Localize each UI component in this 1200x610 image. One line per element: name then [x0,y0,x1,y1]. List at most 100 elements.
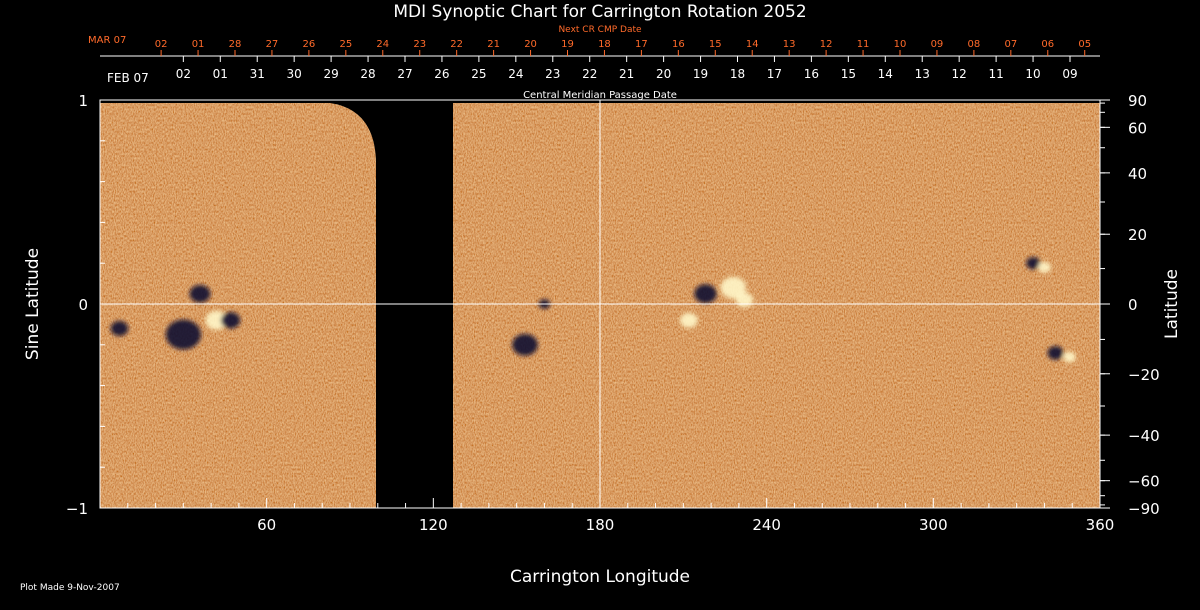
cmp-date-label: 16 [804,67,819,81]
y-right-tick-label: 0 [1128,296,1138,314]
active-region-negative [165,319,201,350]
field-region-left [100,103,376,508]
active-region-negative [694,284,717,304]
cmp-date-label: 15 [841,67,856,81]
cmp-date-label: 27 [397,67,412,81]
plot-made-note: Plot Made 9-Nov-2007 [20,583,120,593]
x-tick-label: 300 [919,516,948,534]
cmp-month-label: FEB 07 [107,71,149,85]
next-cr-date-label: 23 [413,39,426,50]
y-right-tick-label: −60 [1128,473,1160,491]
next-cr-date-label: 05 [1078,39,1091,50]
x-ticks: 60 120 180 240 300 360 [99,498,1115,534]
y-right-tick-label: −20 [1128,366,1160,384]
cmp-date-label: 28 [360,67,375,81]
next-cr-date-label: 12 [820,39,833,50]
chart-title: MDI Synoptic Chart for Carrington Rotati… [393,2,806,22]
next-cr-date-label: 27 [266,39,279,50]
next-cr-date-label: 11 [857,39,870,50]
next-cr-date-label: 14 [746,39,759,50]
y-left-ticks: 1 0 −1 [66,92,110,518]
cmp-date-label: 13 [915,67,930,81]
y-right-tick-label: 40 [1128,165,1147,183]
next-cr-date-label: 07 [1004,39,1017,50]
active-region-negative [220,312,241,329]
active-region-positive [1063,351,1076,363]
x-tick-label: 240 [752,516,781,534]
x-tick-label: 60 [257,516,276,534]
y-right-ticks: 90 60 40 20 0 −20 −40 −60 −90 [1100,92,1160,518]
active-region-negative [1047,346,1064,360]
active-region-negative [110,321,129,336]
next-cr-date-label: 26 [303,39,316,50]
cmp-date-label: 09 [1062,67,1077,81]
cmp-date-label: 29 [323,67,338,81]
cmp-date-label: 10 [1025,67,1040,81]
next-cr-date-label: 28 [229,39,242,50]
cmp-date-label: 12 [952,67,967,81]
next-cr-date-label: 09 [931,39,944,50]
y-axis-label-right: Latitude [1162,269,1182,339]
cmp-date-label: 31 [250,67,265,81]
cmp-axis-label: Central Meridian Passage Date [523,90,677,101]
y-left-tick-label: 1 [78,92,88,110]
next-cr-date-label: 22 [450,39,463,50]
cmp-date-label: 21 [619,67,634,81]
active-region-positive [1038,261,1051,273]
next-cr-date-label: 10 [894,39,907,50]
next-cr-label: Next CR CMP Date [558,25,642,35]
next-cr-date-label: 25 [339,39,352,50]
next-cr-date-label: 19 [561,39,574,50]
next-cr-date-label: 01 [192,39,205,50]
next-cr-month-label: MAR 07 [88,35,126,46]
x-tick-label: 120 [419,516,448,534]
y-axis-label-left: Sine Latitude [23,248,43,360]
next-cr-date-label: 15 [709,39,722,50]
active-regions [110,257,1076,363]
cmp-date-label: 19 [693,67,708,81]
y-left-tick-label: 0 [78,296,88,314]
active-region-positive [680,312,698,328]
cmp-date-label: 24 [508,67,523,81]
next-cr-date-label: 16 [672,39,685,50]
cmp-date-label: 01 [213,67,228,81]
next-cr-date-label: 24 [376,39,389,50]
field-region-right [453,103,1100,508]
active-region-positive [735,292,754,308]
next-cr-date-label: 06 [1041,39,1054,50]
next-cr-date-label: 21 [487,39,500,50]
x-tick-label: 180 [586,516,615,534]
cmp-date-label: 02 [176,67,191,81]
cmp-date-label: 25 [471,67,486,81]
next-cr-date-label: 08 [968,39,981,50]
active-region-negative [512,333,538,356]
cmp-date-axis: 02 01 31 30 29 28 27 26 25 24 23 22 21 20 19 18 17 16 15 14… [176,56,1078,81]
y-right-tick-label: 60 [1128,119,1147,137]
cmp-date-label: 18 [730,67,745,81]
next-cr-date-label: 20 [524,39,537,50]
cmp-date-label: 30 [287,67,302,81]
y-right-tick-label: 20 [1128,226,1147,244]
cmp-date-label: 22 [582,67,597,81]
active-region-positive [205,310,228,330]
active-region-negative [1026,257,1041,270]
cmp-date-label: 17 [767,67,782,81]
cmp-date-label: 23 [545,67,560,81]
magnetogram-field [100,103,1100,508]
next-cr-date-label: 13 [783,39,796,50]
x-axis-label: Carrington Longitude [510,567,690,587]
cmp-date-label: 26 [434,67,449,81]
y-right-tick-label: −40 [1128,427,1160,445]
next-cr-date-label: 18 [598,39,611,50]
next-cr-date-label: 17 [635,39,648,50]
cmp-date-label: 14 [878,67,893,81]
next-cr-date-label: 02 [155,39,168,50]
cmp-date-label: 20 [656,67,671,81]
cmp-date-label: 11 [988,67,1003,81]
active-region-negative [189,284,211,303]
y-right-tick-label: −90 [1128,500,1160,518]
x-tick-label: 360 [1086,516,1115,534]
active-region-positive [720,276,747,299]
y-right-tick-label: 90 [1128,92,1147,110]
